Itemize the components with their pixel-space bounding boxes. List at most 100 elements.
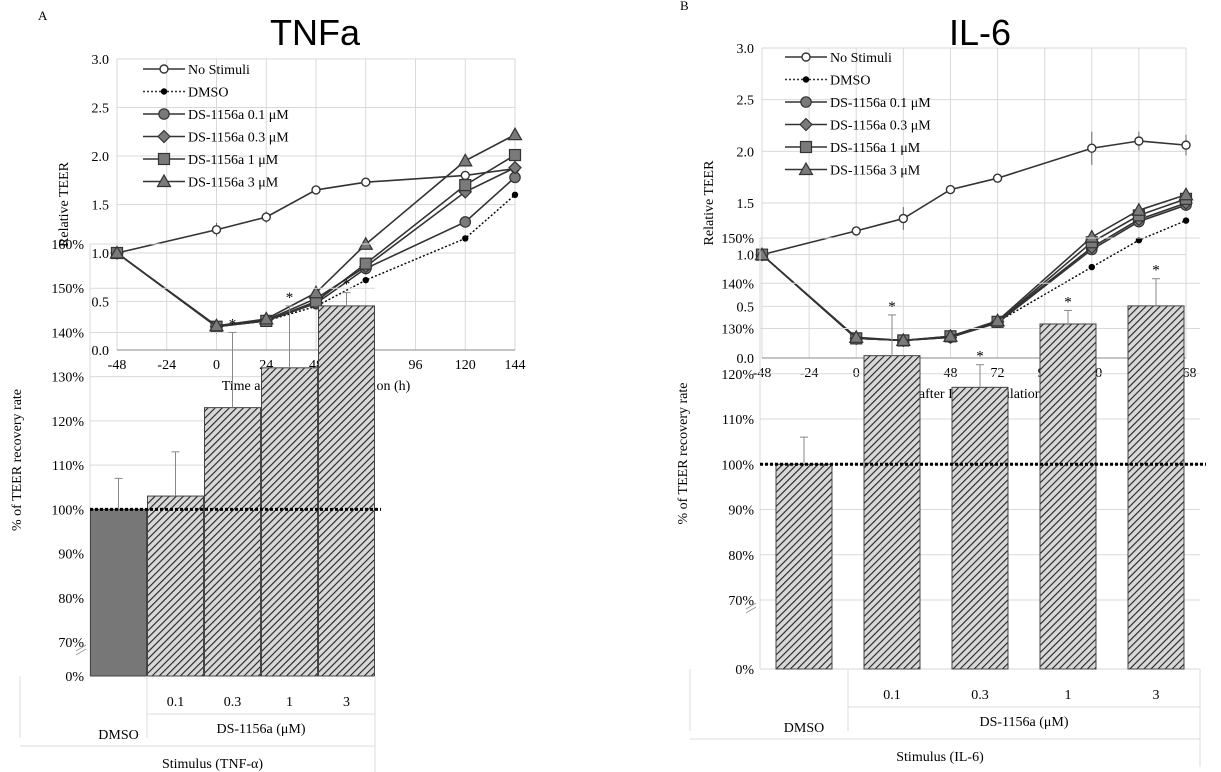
y-axis-label: % of TEER recovery rate — [10, 389, 25, 531]
y-tick-label: 80% — [58, 592, 84, 607]
significance-marker: * — [286, 290, 294, 306]
legend-label: DS-1156a 3 μM — [188, 176, 279, 191]
bar — [775, 463, 833, 670]
x-tick-label: 144 — [505, 358, 526, 373]
legend: No Stimuli DMSO DS-1156a 0.1 μM DS-1156a 0.… — [785, 51, 931, 179]
y-tick-label: 0.0 — [737, 352, 755, 367]
category-label: 1 — [286, 695, 293, 710]
legend-marker — [160, 88, 168, 95]
data-point — [992, 173, 1003, 183]
y-tick-label: 1.5 — [92, 199, 110, 214]
data-point — [361, 177, 371, 187]
data-point — [898, 213, 909, 224]
bar — [261, 367, 318, 677]
data-point — [945, 184, 956, 195]
series-3 — [755, 196, 1193, 348]
y-tick-label: 1.5 — [737, 197, 755, 212]
data-point — [211, 225, 222, 235]
legend-marker — [157, 129, 171, 144]
legend-label: DMSO — [830, 74, 870, 89]
significance-marker: * — [1152, 263, 1160, 279]
legend-label: No Stimuli — [830, 51, 892, 66]
significance-marker: * — [229, 316, 237, 332]
bar — [204, 407, 261, 677]
series-line — [761, 193, 1187, 342]
legend-marker — [800, 96, 812, 108]
y-axis-label: Relative TEER — [702, 160, 717, 246]
legend-marker — [802, 76, 810, 83]
x-tick-label: 120 — [455, 358, 476, 373]
y-tick-label: 70% — [58, 636, 84, 651]
y-axis-label: Relative TEER — [57, 161, 72, 247]
y-tick-label: 1.0 — [737, 249, 755, 264]
bar — [1127, 305, 1185, 670]
category-label-dmso: DMSO — [784, 721, 824, 736]
data-point — [362, 276, 369, 284]
series-line — [761, 140, 1187, 256]
legend-label: DMSO — [188, 86, 228, 101]
y-tick-label: 140% — [51, 326, 84, 341]
legend-marker — [799, 140, 813, 154]
data-point — [511, 191, 519, 198]
drug-group-label: DS-1156a (μM) — [216, 722, 305, 737]
category-label: 0.3 — [224, 695, 242, 710]
data-point — [1181, 140, 1191, 150]
y-tick-label: 110% — [722, 413, 754, 428]
category-label: 3 — [1153, 688, 1160, 703]
series-1 — [758, 217, 1190, 344]
x-tick-label: -48 — [108, 358, 127, 373]
category-table: 0.1 0.3 1 3 DMSO DS-1156a (μM) Stimulus (TNF-α… — [19, 676, 376, 772]
legend-label: DS-1156a 3 μM — [830, 164, 921, 179]
y-tick-label: 0.5 — [92, 296, 110, 311]
bar — [318, 305, 375, 677]
category-label: 0.3 — [971, 688, 989, 703]
drug-group-label: DS-1156a (μM) — [979, 715, 1068, 730]
legend-label: DS-1156a 1 μM — [830, 141, 921, 156]
data-point — [208, 318, 225, 332]
legend-label: DS-1156a 0.3 μM — [830, 119, 931, 134]
category-label: 3 — [343, 695, 350, 710]
y-tick-label: 1.0 — [92, 247, 110, 262]
y-tick-label: 2.0 — [92, 150, 110, 165]
data-point — [507, 126, 523, 141]
y-tick-label: 110% — [52, 459, 84, 474]
x-tick-label: -24 — [157, 358, 176, 373]
category-label: 0.1 — [883, 688, 901, 703]
data-point — [1178, 187, 1194, 201]
stimulus-label: Stimulus (TNF-α) — [162, 757, 263, 772]
panel-tnfa-svg: ATNFa-48-240244872961201440.00.51.01.52.… — [10, 8, 526, 772]
y-axis-label: % of TEER recovery rate — [676, 382, 691, 524]
panel-letter: A — [38, 8, 48, 23]
line-chart: -48-240244872961201441680.00.51.01.52.02… — [702, 42, 1197, 402]
stimulus-label: Stimulus (IL-6) — [896, 750, 984, 765]
data-point — [848, 329, 864, 343]
data-point — [754, 246, 770, 261]
data-point — [1135, 237, 1143, 244]
data-point — [109, 245, 125, 259]
panel-il6-svg: BIL-6-48-240244872961201441680.00.51.01.… — [676, 0, 1206, 767]
legend-label: DS-1156a 0.1 μM — [830, 96, 931, 111]
data-point — [1088, 263, 1095, 271]
y-tick-label: 150% — [51, 282, 84, 297]
data-point — [1134, 136, 1144, 146]
category-label: 1 — [1065, 688, 1072, 703]
legend-marker — [799, 117, 813, 132]
data-point — [459, 179, 472, 192]
data-point — [1087, 143, 1097, 153]
data-point — [460, 170, 470, 181]
panel-title: TNFa — [270, 12, 361, 53]
x-tick-label: 0 — [213, 358, 220, 373]
series-line — [761, 202, 1187, 342]
significance-marker: * — [343, 277, 351, 293]
y-tick-label: 160% — [51, 238, 84, 253]
panel-il6: BIL-6-48-240244872961201441680.00.51.01.… — [610, 0, 1221, 772]
y-tick-label: 90% — [58, 548, 84, 563]
y-tick-label: 120% — [51, 415, 84, 430]
panel-letter: B — [680, 0, 689, 13]
legend-marker — [157, 152, 171, 166]
y-tick-label: 130% — [721, 323, 754, 338]
y-tick-label: 2.5 — [92, 102, 110, 117]
y-tick-label: 140% — [721, 277, 754, 292]
series-5 — [754, 187, 1194, 347]
legend-label: DS-1156a 0.3 μM — [188, 131, 289, 146]
